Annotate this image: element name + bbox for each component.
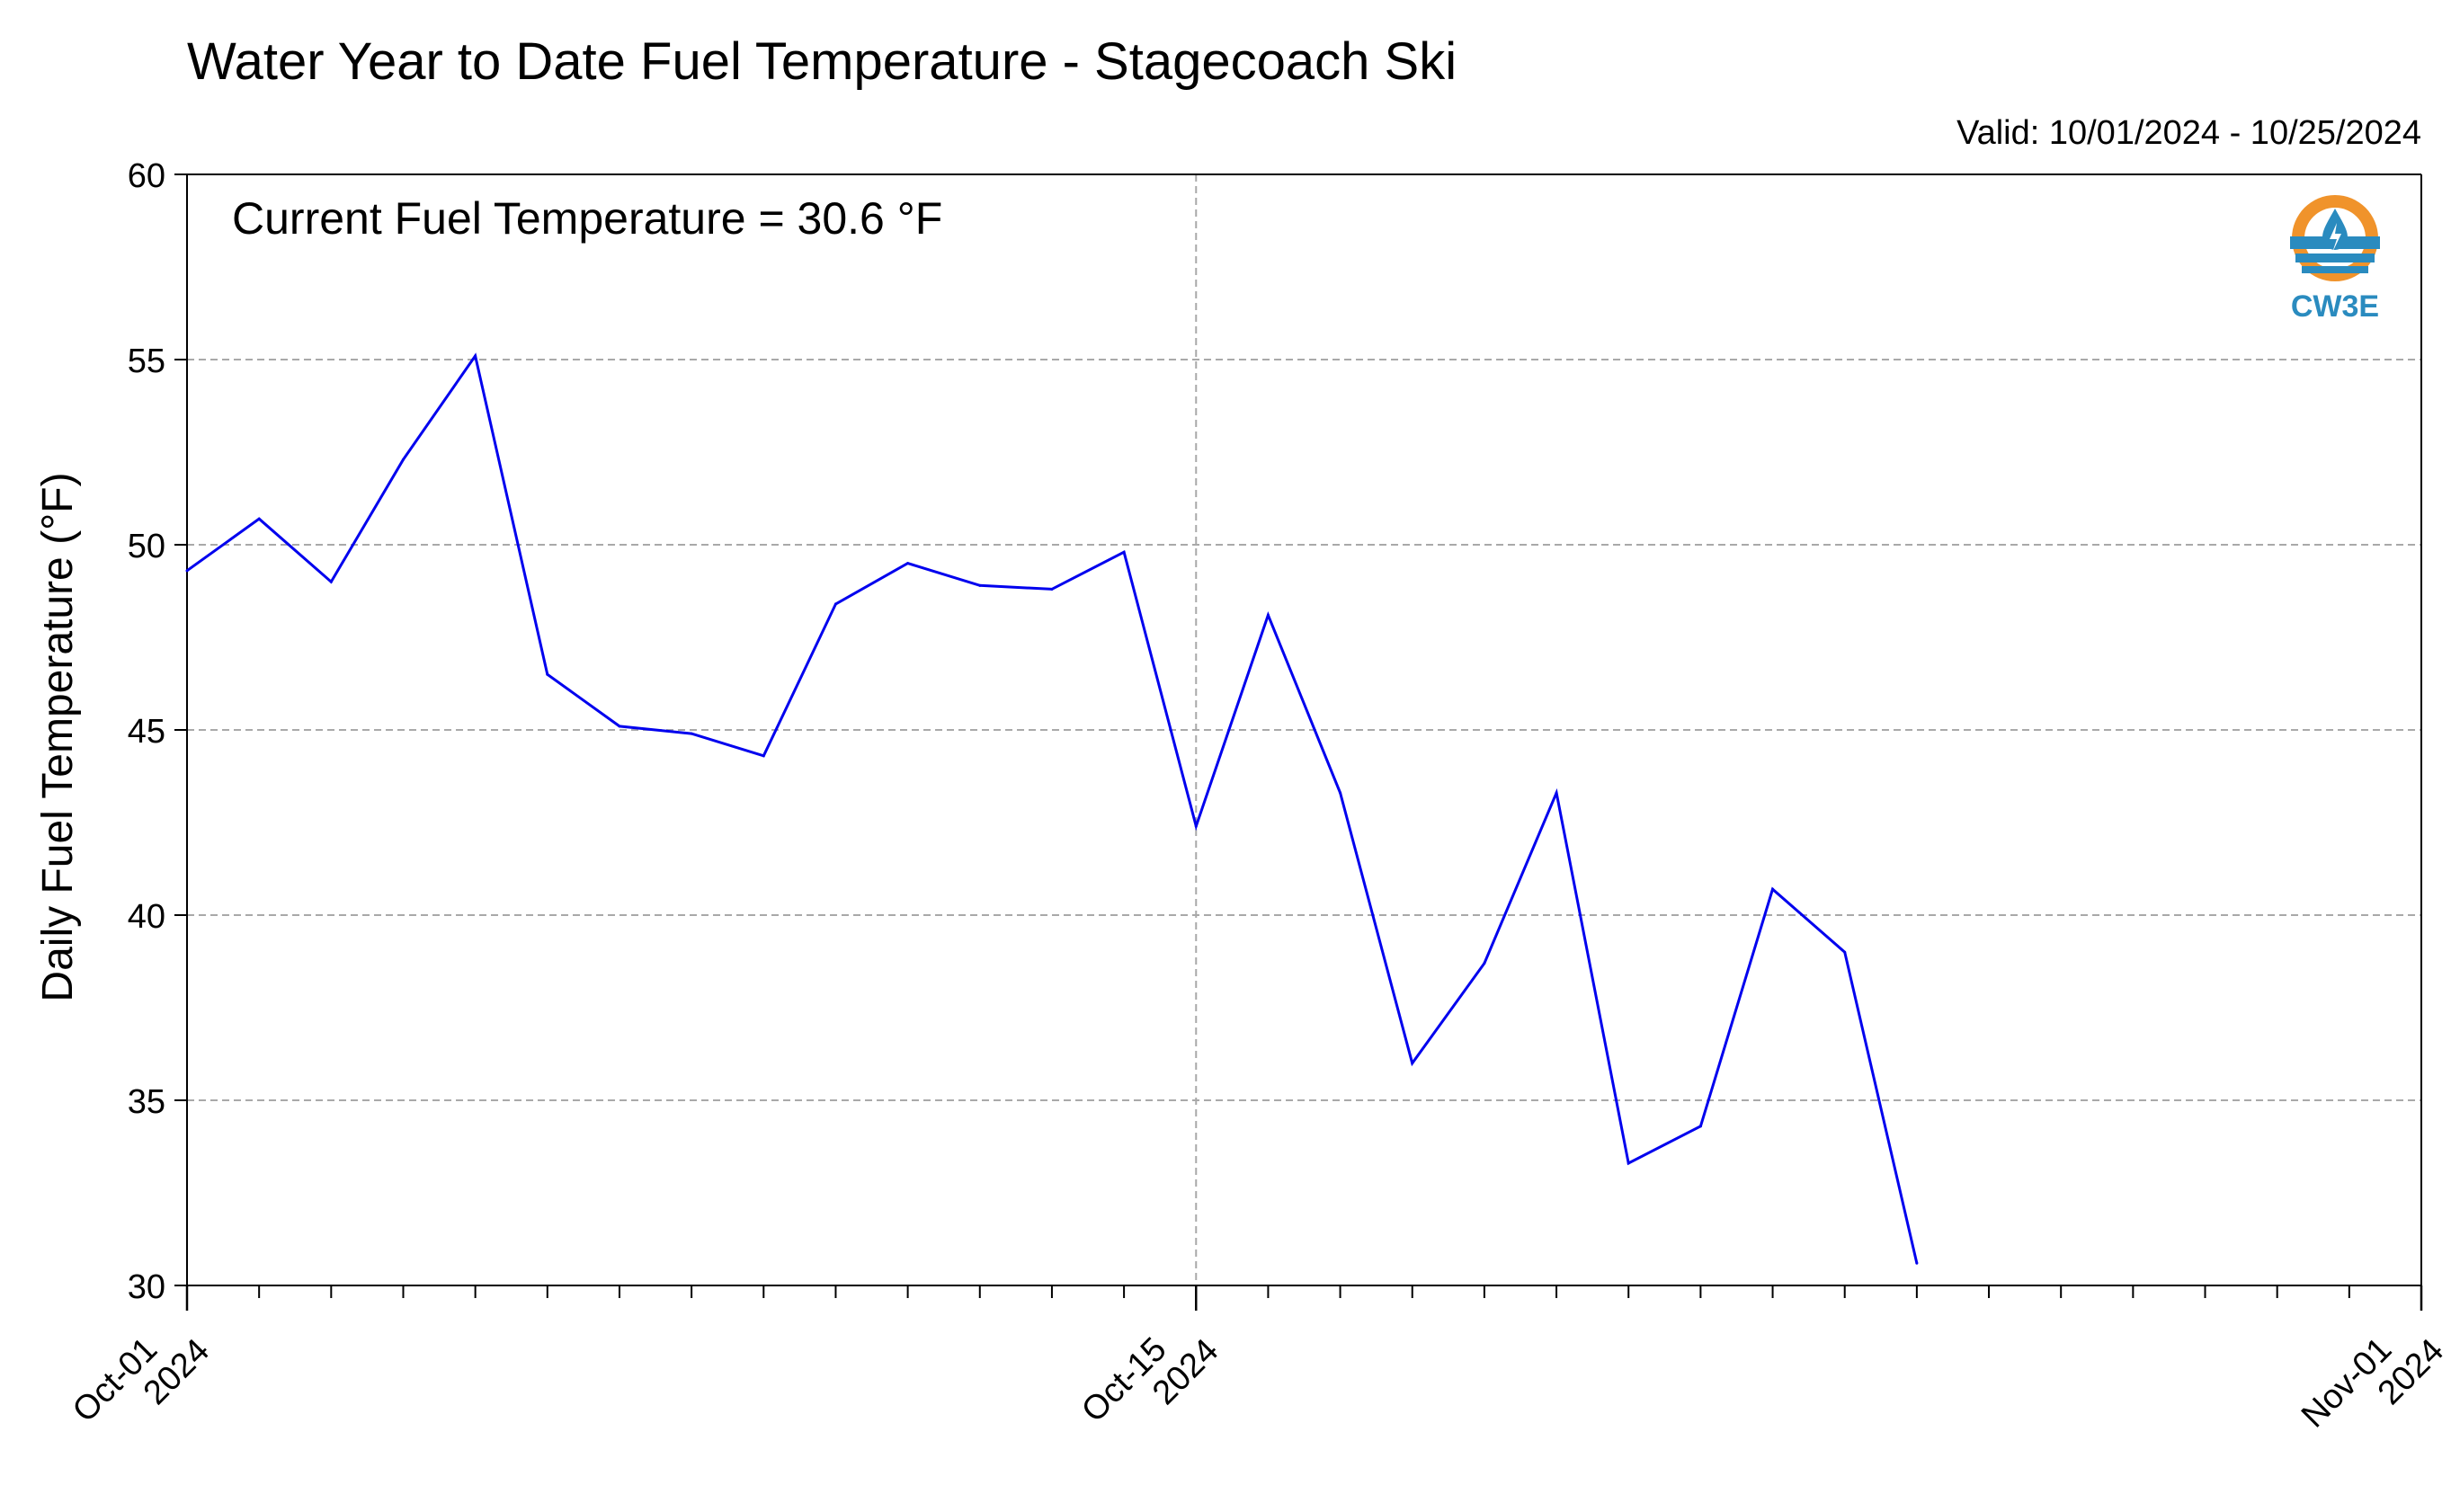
axes-layer — [174, 173, 2423, 1311]
fuel-temperature-point — [1122, 550, 1126, 554]
y-tick-label: 45 — [128, 713, 165, 751]
grid-layer — [187, 173, 2421, 1286]
fuel-temperature-point — [1555, 791, 1558, 795]
fuel-temperature-point — [401, 458, 405, 461]
y-tick-label: 30 — [128, 1268, 165, 1306]
chart-title: Water Year to Date Fuel Temperature - St… — [187, 32, 1457, 91]
y-tick-label: 40 — [128, 898, 165, 936]
cw3e-logo-icon — [2290, 195, 2380, 281]
fuel-temperature-point — [1339, 791, 1342, 795]
fuel-temperature-point — [1627, 1161, 1630, 1165]
fuel-temperature-point — [1698, 1125, 1702, 1128]
fuel-temperature-point — [329, 580, 333, 583]
y-axis-label: Daily Fuel Temperature (°F) — [34, 472, 82, 1001]
fuel-temperature-point — [833, 602, 837, 606]
fuel-temperature-point — [1411, 1062, 1414, 1065]
fuel-temperature-point — [1266, 613, 1270, 617]
y-tick-labels: 30 35 40 45 50 55 60 — [128, 157, 165, 1306]
fuel-temperature-point — [185, 569, 189, 573]
fuel-temperature-point — [474, 354, 477, 358]
fuel-temperature-point — [690, 732, 693, 735]
valid-range-label: Valid: 10/01/2024 - 10/25/2024 — [1956, 114, 2421, 152]
fuel-temperature-point — [762, 754, 765, 758]
fuel-temperature-point — [1483, 962, 1486, 965]
fuel-temperature-point — [906, 562, 910, 565]
fuel-temperature-point — [1843, 950, 1847, 954]
cw3e-logo: CW3E — [2290, 195, 2380, 324]
current-temperature-annotation: Current Fuel Temperature = 30.6 °F — [232, 193, 942, 244]
y-tick-label: 35 — [128, 1083, 165, 1121]
series-layer — [185, 352, 1919, 1265]
cw3e-logo-text: CW3E — [2291, 289, 2379, 324]
fuel-temperature-point — [1915, 1261, 1919, 1265]
y-tick-label: 60 — [128, 157, 165, 195]
fuel-temperature-point — [1194, 824, 1198, 828]
y-tick-label: 50 — [128, 528, 165, 565]
fuel-temperature-point — [257, 517, 261, 520]
fuel-temperature-point — [1050, 587, 1054, 591]
fuel-temperature-point — [618, 725, 621, 728]
fuel-temperature-point — [546, 672, 549, 676]
y-tick-label: 55 — [128, 342, 165, 380]
fuel-temperature-point — [1771, 887, 1775, 891]
fuel-temperature-point — [978, 583, 982, 587]
fuel-temperature-line — [186, 352, 1919, 1264]
